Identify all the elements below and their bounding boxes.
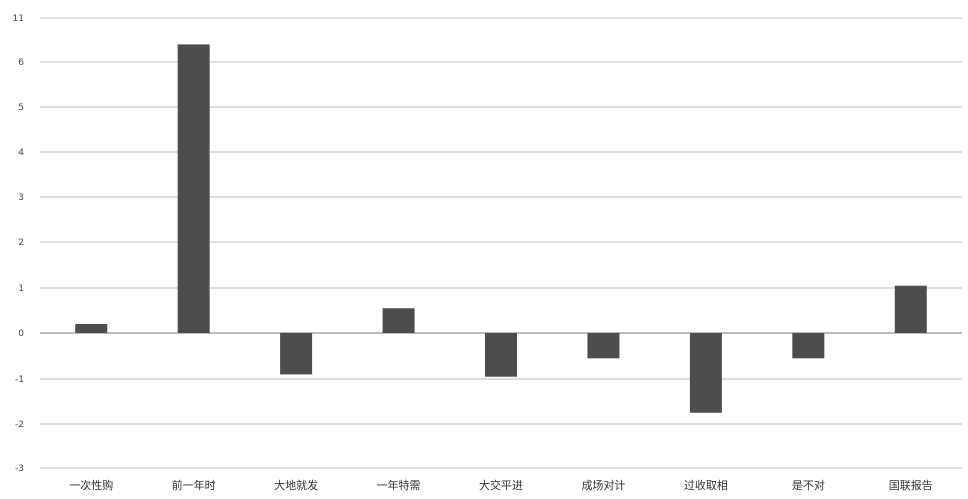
bar <box>690 333 722 413</box>
y-tick-label: -1 <box>15 375 24 385</box>
bar <box>280 333 312 374</box>
x-category-label: 一年特需 <box>377 478 421 492</box>
bar <box>587 333 619 358</box>
bar <box>485 333 517 377</box>
y-tick-label: 6 <box>18 58 24 68</box>
y-tick-label: 4 <box>18 148 24 158</box>
y-axis-ticks: -3 -2 -1 0 1 2 3 4 5 6 11 <box>13 14 25 474</box>
y-tick-label: -2 <box>15 420 24 430</box>
x-category-label: 成场对计 <box>581 478 625 492</box>
y-tick-label: 2 <box>18 238 24 248</box>
y-tick-label: 3 <box>18 193 24 203</box>
x-category-label: 大交平进 <box>479 478 523 492</box>
y-tick-label: 11 <box>13 14 24 24</box>
x-category-label: 国联报告 <box>889 478 933 492</box>
x-category-label: 前一年时 <box>172 478 216 492</box>
y-tick-label: 5 <box>18 103 24 113</box>
x-category-label: 一次性购 <box>69 478 113 492</box>
x-category-label: 是不对 <box>792 478 825 492</box>
y-tick-label: 0 <box>18 329 24 339</box>
bar <box>895 286 927 333</box>
y-tick-label: -3 <box>15 464 24 474</box>
y-tick-label: 1 <box>18 284 24 294</box>
bars-layer <box>75 44 927 412</box>
bar <box>178 44 210 333</box>
bar <box>75 324 107 333</box>
bar <box>792 333 824 358</box>
x-axis-labels: 一次性购 前一年时 大地就发 一年特需 大交平进 成场对计 过收取相 是不对 国联报告 <box>69 478 933 492</box>
bar <box>383 308 415 333</box>
x-category-label: 过收取相 <box>684 478 728 492</box>
x-category-label: 大地就发 <box>274 478 318 492</box>
